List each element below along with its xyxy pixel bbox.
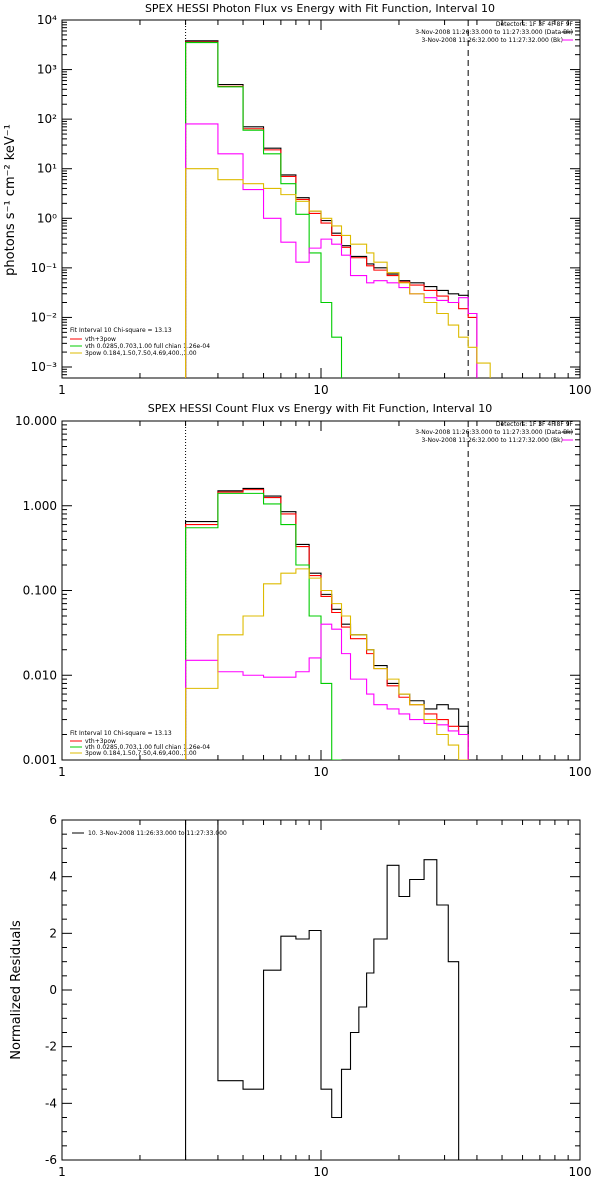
y-tick-label: 0.100 (23, 584, 57, 598)
legend-entry: 3pow 0.184,1.50,7.50,4.69,400.,1.00 (85, 350, 197, 357)
series-line (185, 41, 478, 378)
y-tick-label: 6 (49, 813, 57, 827)
legend-title: Fit Interval 10 Chi-square = 13.13 (70, 730, 172, 737)
legend-entry: vth+3pow (85, 336, 116, 343)
photon-flux-ylabel: photons s⁻¹ cm⁻² keV⁻¹ (3, 124, 18, 276)
count-flux-header: Detectors: 1F 3F 4F 8F 9F 3-Nov-2008 11:… (415, 421, 573, 444)
x-tick-label: 10 (313, 1165, 328, 1179)
y-tick-label: -4 (45, 1096, 57, 1110)
header-line: Detectors: 1F 3F 4F 8F 9F (496, 21, 574, 28)
residuals-legend: 10. 3-Nov-2008 11:26:33.000 to 11:27:33.… (72, 830, 227, 837)
count-flux-legend: Fit Interval 10 Chi-square = 13.13 vth+3… (70, 730, 210, 757)
y-tick-label: 10.000 (15, 414, 57, 428)
photon-flux-panel: SPEX HESSI Photon Flux vs Energy with Fi… (3, 2, 591, 397)
x-tick-label: 1 (58, 383, 66, 397)
header-line: 3-Nov-2008 11:26:32.000 to 11:27:32.000 … (421, 37, 563, 44)
x-tick-label: 100 (569, 765, 592, 779)
series-line (185, 623, 469, 760)
y-tick-label: -2 (45, 1040, 57, 1054)
y-tick-label: 10⁻¹ (31, 261, 58, 275)
residuals-ylabel: Normalized Residuals (9, 920, 24, 1060)
y-tick-label: 4 (49, 870, 57, 884)
y-tick-label: 10² (37, 112, 57, 126)
y-tick-label: 0.010 (23, 668, 57, 682)
series-line (185, 123, 478, 378)
legend-entry: vth 0.0285,0.703,1.00 full chian 1.26e-0… (85, 343, 210, 350)
y-tick-label: 10⁻³ (31, 360, 58, 374)
series-line (185, 42, 343, 378)
photon-flux-header: Detectors: 1F 3F 4F 8F 9F 3-Nov-2008 11:… (415, 21, 573, 44)
header-line: 3-Nov-2008 11:26:33.000 to 11:27:33.000 … (415, 29, 573, 36)
legend-entry: 10. 3-Nov-2008 11:26:33.000 to 11:27:33.… (88, 830, 227, 837)
y-tick-label: 0 (49, 983, 57, 997)
x-tick-label: 100 (569, 1165, 592, 1179)
x-tick-label: 1 (58, 1165, 66, 1179)
legend-entry: vth 0.0285,0.703,1.00 full chian 1.26e-0… (85, 744, 210, 751)
legend-entry: 3pow 0.184,1.50,7.50,4.69,400.,1.00 (85, 750, 197, 757)
y-tick-label: 10⁰ (37, 211, 57, 225)
series-line (185, 168, 491, 378)
plot-frame (61, 19, 581, 379)
y-tick-label: -6 (45, 1153, 57, 1167)
y-tick-label: 0.001 (23, 753, 57, 767)
series-line (185, 568, 478, 760)
residuals-panel: Normalized Residuals 10. 3-Nov-2008 11:2… (9, 813, 591, 1179)
y-tick-label: 2 (49, 926, 57, 940)
count-flux-title: SPEX HESSI Count Flux vs Energy with Fit… (148, 402, 492, 415)
x-tick-label: 100 (569, 383, 592, 397)
count-flux-panel: SPEX HESSI Count Flux vs Energy with Fit… (15, 402, 591, 779)
x-tick-label: 10 (313, 765, 328, 779)
series-line (185, 40, 478, 378)
series-line (185, 492, 342, 760)
header-line: 3-Nov-2008 11:26:33.000 to 11:27:33.000 … (415, 429, 573, 436)
header-line: Detectors: 1F 3F 4F 8F 9F (496, 421, 574, 428)
x-tick-label: 1 (58, 765, 66, 779)
legend-entry: vth+3pow (85, 738, 116, 745)
y-tick-label: 10¹ (37, 162, 57, 176)
y-tick-label: 10⁻² (31, 310, 58, 324)
photon-flux-legend: Fit Interval 10 Chi-square = 13.13 vth+3… (70, 327, 210, 357)
legend-title: Fit Interval 10 Chi-square = 13.13 (70, 327, 172, 334)
y-tick-label: 10³ (37, 63, 57, 77)
header-line: 3-Nov-2008 11:26:32.000 to 11:27:32.000 … (421, 437, 563, 444)
photon-flux-title: SPEX HESSI Photon Flux vs Energy with Fi… (145, 2, 495, 15)
x-tick-label: 10 (313, 383, 328, 397)
y-tick-label: 1.000 (23, 499, 57, 513)
y-tick-label: 10⁴ (37, 13, 57, 27)
series-line (185, 820, 469, 1160)
